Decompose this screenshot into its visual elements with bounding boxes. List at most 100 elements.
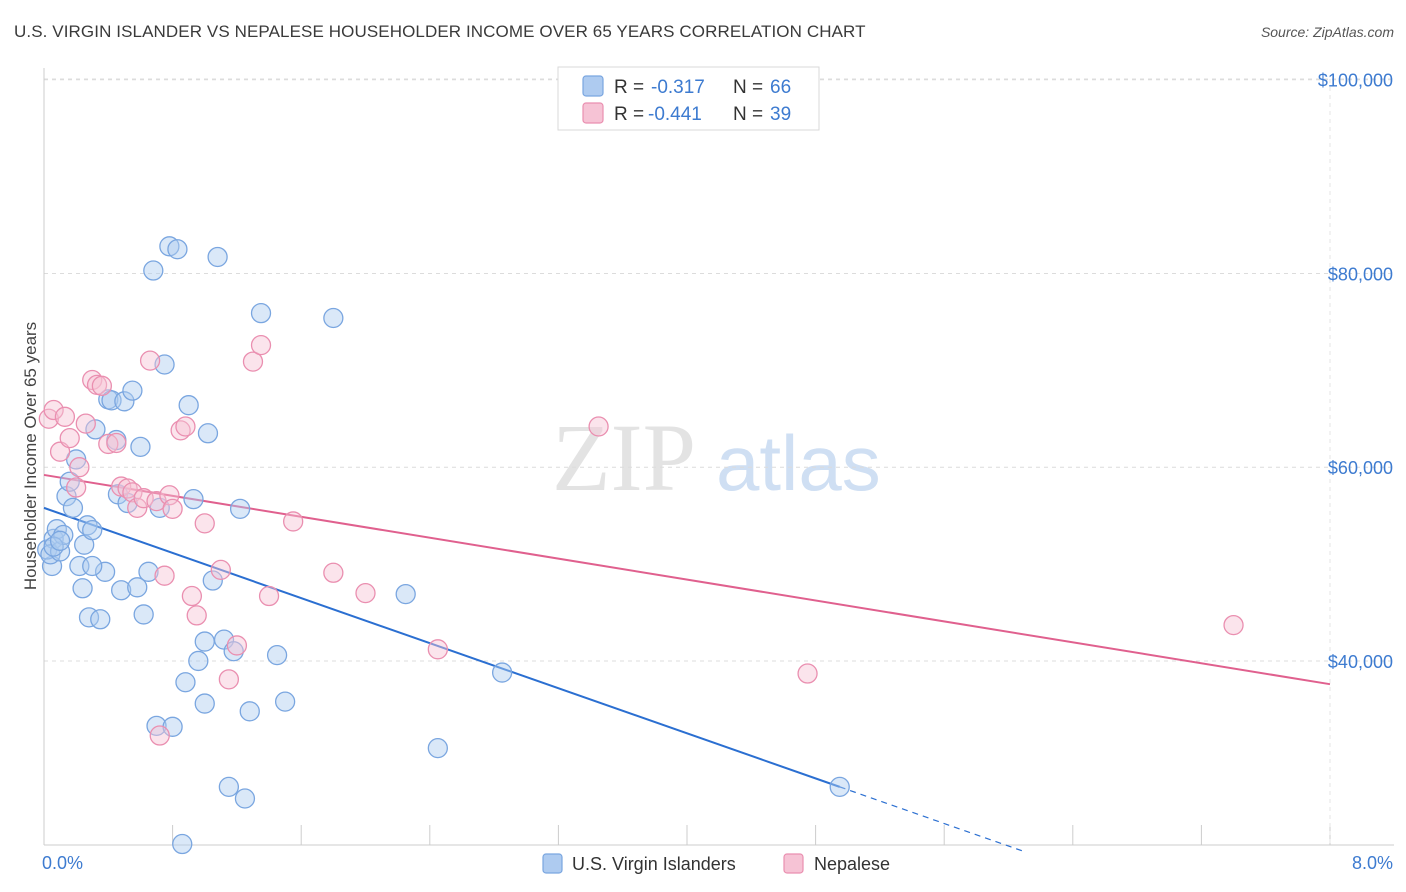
legend-r-label-2: R = — [614, 104, 644, 125]
virgin-islander-point-64 — [82, 555, 103, 577]
nepalese-point-35 — [283, 511, 304, 532]
x-tick-label-min: 0.0% — [42, 853, 83, 873]
y-tick-label-80000: $80,000 — [1328, 264, 1393, 284]
virgin-islander-point-57 — [323, 307, 344, 329]
nepalese-point-19 — [146, 490, 167, 512]
legend-r-value-1: -0.317 — [651, 77, 705, 98]
virgin-islander-point-52 — [234, 788, 256, 809]
nepalese-point-23 — [162, 498, 183, 519]
x-tick-label-max: 8.0% — [1352, 853, 1393, 873]
virgin-islander-point-53 — [239, 701, 260, 722]
virgin-islander-point-55 — [266, 644, 288, 666]
virgin-islander-point-44 — [194, 693, 215, 714]
legend: R = -0.317 N = 66 R = -0.441 N = 39 — [557, 66, 820, 131]
data-points — [37, 236, 1244, 855]
nepalese-point-40 — [797, 663, 818, 684]
virgin-islander-point-62 — [43, 536, 64, 557]
virgin-islander-trend-line — [43, 506, 841, 788]
virgin-islander-point-17 — [85, 419, 106, 440]
virgin-islander-point-27 — [122, 380, 143, 401]
legend-swatch-pink — [582, 102, 604, 124]
virgin-islander-point-49 — [218, 776, 240, 798]
bottom-legend-label-blue: U.S. Virgin Islanders — [572, 854, 736, 874]
virgin-islander-point-47 — [207, 246, 228, 268]
bottom-legend: U.S. Virgin Islanders Nepalese — [542, 853, 890, 874]
virgin-islander-point-50 — [223, 641, 244, 662]
nepalese-point-1 — [43, 399, 64, 421]
nepalese-point-37 — [355, 582, 376, 604]
y-tick-label-100000: $100,000 — [1318, 71, 1393, 91]
nepalese-point-15 — [122, 482, 143, 503]
virgin-islander-point-25 — [114, 391, 135, 412]
nepalese-point-41 — [1223, 614, 1244, 636]
nepalese-point-26 — [181, 585, 203, 607]
legend-n-label-2: N = — [733, 104, 763, 125]
virgin-islander-point-39 — [172, 833, 193, 855]
virgin-islander-point-58 — [395, 583, 416, 605]
bottom-legend-swatch-blue — [542, 853, 563, 874]
virgin-islander-point-41 — [178, 395, 199, 416]
nepalese-point-10 — [91, 375, 113, 396]
legend-n-label-1: N = — [733, 77, 763, 98]
virgin-islander-point-42 — [183, 489, 204, 510]
bottom-legend-label-pink: Nepalese — [814, 854, 890, 874]
nepalese-point-31 — [226, 635, 248, 656]
x-tick-labels: 0.0% 8.0% — [42, 853, 1393, 873]
virgin-islander-point-38 — [167, 239, 188, 260]
virgin-islander-point-16 — [82, 520, 103, 541]
virgin-islander-point-60 — [491, 662, 513, 683]
virgin-islander-point-65 — [194, 631, 215, 652]
nepalese-point-32 — [242, 351, 264, 372]
nepalese-point-12 — [106, 432, 127, 454]
virgin-islander-point-12 — [72, 578, 93, 599]
virgin-islander-point-18 — [90, 609, 111, 630]
nepalese-point-20 — [149, 725, 170, 746]
nepalese-point-16 — [127, 497, 148, 519]
y-tick-label-40000: $40,000 — [1328, 652, 1393, 672]
virgin-islander-point-45 — [197, 423, 219, 444]
virgin-islander-point-43 — [188, 650, 209, 672]
legend-n-value-2: 39 — [770, 104, 791, 125]
nepalese-point-11 — [98, 433, 119, 455]
nepalese-point-3 — [54, 406, 76, 427]
nepalese-point-6 — [69, 457, 90, 478]
nepalese-point-18 — [139, 350, 161, 371]
virgin-islander-point-56 — [274, 691, 296, 712]
virgin-islander-point-63 — [49, 530, 71, 551]
legend-n-value-1: 66 — [770, 77, 791, 98]
nepalese-point-5 — [66, 477, 87, 498]
nepalese-point-7 — [75, 413, 96, 434]
nepalese-point-21 — [154, 565, 175, 586]
nepalese-point-27 — [186, 605, 207, 626]
virgin-islander-point-46 — [202, 570, 223, 591]
nepalese-point-17 — [133, 488, 154, 509]
chart-title: U.S. VIRGIN ISLANDER VS NEPALESE HOUSEHO… — [14, 22, 866, 41]
y-tick-labels: $40,000 $60,000 $80,000 $100,000 — [1318, 71, 1393, 672]
virgin-islander-point-24 — [111, 580, 132, 601]
legend-swatch-blue — [582, 75, 604, 97]
watermark-zip: ZIP — [552, 404, 696, 511]
virgin-islander-point-54 — [250, 303, 272, 324]
nepalese-point-4 — [59, 427, 80, 449]
watermark-atlas: atlas — [716, 419, 881, 507]
virgin-islander-point-61 — [829, 776, 850, 798]
axes — [43, 68, 1394, 846]
virgin-islander-trend-extension — [839, 786, 1025, 853]
nepalese-point-36 — [323, 562, 344, 583]
y-tick-label-60000: $60,000 — [1328, 458, 1393, 478]
nepalese-point-38 — [427, 639, 448, 660]
virgin-islander-point-30 — [133, 604, 154, 625]
virgin-islander-point-40 — [175, 672, 196, 693]
legend-r-value-2: -0.441 — [648, 104, 702, 125]
virgin-islander-point-3 — [46, 519, 68, 540]
nepalese-point-25 — [175, 416, 196, 437]
nepalese-trend-line — [43, 473, 1331, 686]
nepalese-point-34 — [258, 585, 280, 607]
virgin-islander-point-9 — [62, 497, 84, 519]
virgin-islander-point-19 — [94, 561, 116, 582]
virgin-islander-point-28 — [127, 577, 148, 598]
virgin-islander-point-36 — [159, 236, 180, 257]
bottom-legend-swatch-pink — [783, 853, 804, 874]
trend-lines — [43, 473, 1331, 853]
